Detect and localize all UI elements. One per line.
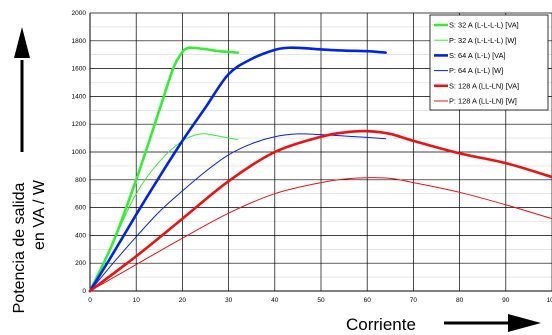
y-tick-label: 1600 bbox=[72, 66, 87, 73]
y-tick-label: 1000 bbox=[72, 149, 87, 156]
y-tick-label: 0 bbox=[82, 288, 86, 295]
legend-entry: P: 64 A (L-L) [W] bbox=[449, 66, 503, 75]
x-axis-arrow-head bbox=[508, 314, 541, 332]
x-tick-label: 40 bbox=[271, 297, 279, 304]
legend-entry: P: 128 A (LL-LN) [W] bbox=[449, 97, 517, 106]
legend: S: 32 A (L-L-L-L) [VA] P: 32 A (L-L-L-L) … bbox=[429, 14, 549, 111]
x-tick-labels: 0 10 20 30 40 50 60 70 80 90 100 bbox=[88, 297, 552, 304]
x-axis-label: Corriente bbox=[346, 314, 541, 334]
y-axis-label-line1: Potencia de salida bbox=[11, 183, 28, 314]
y-tick-label: 400 bbox=[75, 232, 86, 239]
legend-box bbox=[429, 14, 549, 111]
series-line-6 bbox=[89, 177, 552, 292]
series-line-3 bbox=[88, 46, 387, 293]
y-tick-label: 1800 bbox=[72, 38, 87, 45]
series-line-5 bbox=[88, 129, 552, 293]
legend-entry: P: 32 A (L-L-L-L) [W] bbox=[449, 36, 516, 45]
y-tick-label: 800 bbox=[75, 177, 86, 184]
x-tick-label: 30 bbox=[225, 297, 233, 304]
y-tick-label: 2000 bbox=[72, 10, 87, 17]
x-tick-label: 100 bbox=[547, 297, 552, 304]
x-axis-label-text: Corriente bbox=[346, 315, 416, 334]
y-tick-labels: 0 200 400 600 800 1000 1200 1400 1600 1800 2000 bbox=[72, 10, 87, 295]
y-axis-label-line2: en VA / W bbox=[31, 179, 48, 250]
series-line-4 bbox=[89, 133, 387, 292]
x-tick-label: 50 bbox=[317, 297, 325, 304]
y-axis-label: Potencia de salida en VA / W bbox=[11, 27, 48, 313]
x-tick-label: 90 bbox=[502, 297, 510, 304]
series-line-1 bbox=[88, 46, 240, 293]
legend-entry: S: 32 A (L-L-L-L) [VA] bbox=[449, 21, 519, 30]
series-lines bbox=[88, 46, 552, 293]
x-tick-label: 10 bbox=[133, 297, 141, 304]
y-tick-label: 200 bbox=[75, 260, 86, 267]
y-tick-label: 1200 bbox=[72, 121, 87, 128]
x-tick-label: 80 bbox=[456, 297, 464, 304]
x-tick-label: 70 bbox=[410, 297, 418, 304]
y-axis-arrow-head bbox=[14, 27, 30, 58]
legend-entry: S: 128 A (LL-LN) [VA] bbox=[449, 81, 519, 90]
x-tick-label: 60 bbox=[364, 297, 372, 304]
y-tick-label: 1400 bbox=[72, 93, 87, 100]
x-tick-label: 0 bbox=[88, 297, 92, 304]
legend-entry: S: 64 A (L-L) [VA] bbox=[449, 51, 506, 60]
x-tick-label: 20 bbox=[179, 297, 187, 304]
y-tick-label: 600 bbox=[75, 205, 86, 212]
